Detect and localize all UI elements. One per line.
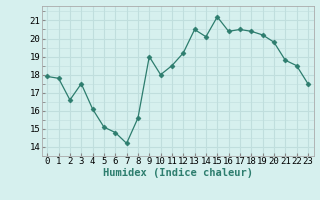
X-axis label: Humidex (Indice chaleur): Humidex (Indice chaleur)	[103, 168, 252, 178]
